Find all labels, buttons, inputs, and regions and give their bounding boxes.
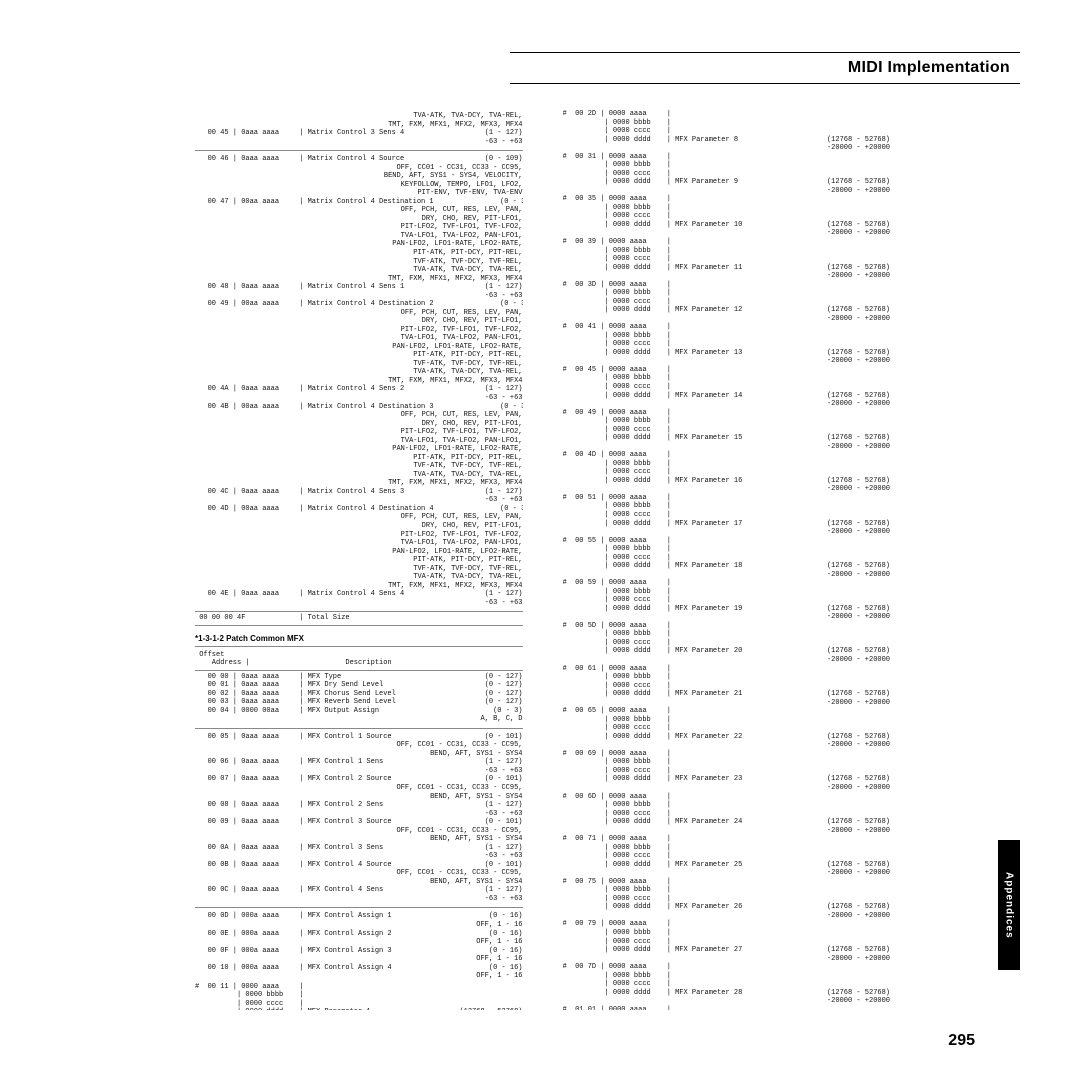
left-column: TVA-ATK, TVA-DCY, TVA-REL,TMT, FXM, MFX1… <box>195 110 523 1010</box>
right-column: # 00 2D | 0000 aaaa | | 0000 bbbb | | 00… <box>563 110 891 1010</box>
header-bar: MIDI Implementation <box>510 52 1020 84</box>
content-columns: TVA-ATK, TVA-DCY, TVA-REL,TMT, FXM, MFX1… <box>195 110 890 1010</box>
header-title: MIDI Implementation <box>848 59 1010 77</box>
side-tab-label: Appendices <box>1004 872 1015 939</box>
page-number: 295 <box>948 1032 975 1050</box>
section-title-mfx: *1-3-1-2 Patch Common MFX <box>195 634 523 644</box>
side-tab-appendices: Appendices <box>998 840 1020 970</box>
